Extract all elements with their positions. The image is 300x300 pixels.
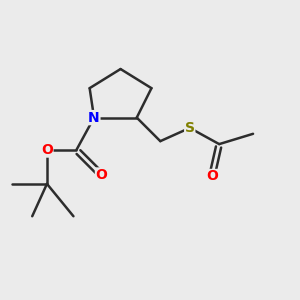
Text: O: O [41,143,53,157]
Text: N: N [88,111,100,124]
Text: O: O [206,169,218,184]
Text: O: O [95,168,107,182]
Text: S: S [185,121,195,135]
